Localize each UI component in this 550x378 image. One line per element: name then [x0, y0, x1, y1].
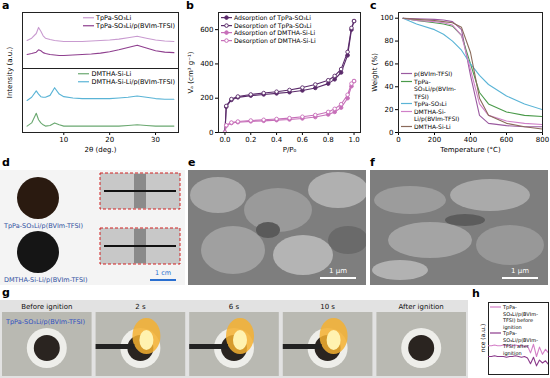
html-text:e: e [188, 156, 196, 169]
html-text:DMTHA-Si-Li: DMTHA-Si-Li [91, 70, 132, 78]
html-text:DMTHA-Si-Li/p(BVIm-TFSI): DMTHA-Si-Li/p(BVIm-TFSI) [414, 107, 460, 122]
svg-text:1 μm: 1 μm [511, 267, 529, 275]
html-text:TpPa-SO₃Li/p(BVIm-TFSI) after: TpPa-SO₃Li/p(BVIm-TFSI) after ignition [503, 330, 538, 356]
svg-text:0.2: 0.2 [245, 136, 256, 144]
svg-text:0.4: 0.4 [271, 136, 283, 144]
svg-text:600: 600 [500, 136, 513, 144]
html-text:TpPa-SO₃Li/p(BVIm-TFSI): TpPa-SO₃Li/p(BVIm-TFSI) [414, 77, 456, 100]
svg-text:Vₐ (cm³ g⁻¹): Vₐ (cm³ g⁻¹) [187, 51, 195, 93]
html-text:Desorption of TpPa-SO₃Li: Desorption of TpPa-SO₃Li [234, 21, 312, 29]
svg-text:Temperature (°C): Temperature (°C) [439, 146, 501, 154]
html-text:d: d [2, 156, 10, 169]
svg-text:2θ (deg.): 2θ (deg.) [85, 146, 117, 154]
svg-text:10 s: 10 s [320, 303, 335, 311]
svg-text:TpPa-SO₃Li/p(BVIm-TFSI): TpPa-SO₃Li/p(BVIm-TFSI) [3, 222, 83, 230]
svg-text:0.0: 0.0 [219, 136, 230, 144]
html-text:DMTHA-Si-Li: DMTHA-Si-Li [414, 122, 451, 130]
svg-text:200: 200 [428, 136, 441, 144]
svg-text:0.8: 0.8 [323, 136, 334, 144]
svg-text:After ignition: After ignition [399, 303, 444, 311]
html-text:TpPa-SO₃Li/p(BVIm-TFSI) before: TpPa-SO₃Li/p(BVIm-TFSI) before ignition [503, 304, 538, 330]
html-text:Adsorption of TpPa-SO₃Li: Adsorption of TpPa-SO₃Li [234, 14, 311, 21]
svg-text:Weight (%): Weight (%) [371, 53, 379, 92]
svg-text:1 cm: 1 cm [155, 269, 171, 277]
html-text:g: g [2, 286, 10, 299]
svg-text:0: 0 [209, 129, 213, 137]
svg-text:80: 80 [385, 37, 394, 45]
svg-text:200: 200 [200, 94, 213, 102]
svg-text:40: 40 [385, 83, 394, 91]
svg-text:400: 400 [464, 136, 477, 144]
svg-text:20: 20 [105, 136, 114, 144]
html-text:Desorption of DMTHA-Si-Li: Desorption of DMTHA-Si-Li [234, 37, 316, 45]
svg-text:TpPa-SO₃Li/p(BVIm-TFSI): TpPa-SO₃Li/p(BVIm-TFSI) [5, 318, 85, 326]
html-text:nce (a.u.): nce (a.u.) [479, 323, 486, 353]
html-text:f: f [370, 156, 375, 169]
svg-text:2 s: 2 s [135, 303, 146, 311]
svg-text:P/P₀: P/P₀ [283, 146, 297, 154]
html-text:Adsorption of DMTHA-Si-Li: Adsorption of DMTHA-Si-Li [234, 29, 316, 37]
html-text:Intensity (a.u.): Intensity (a.u.) [5, 46, 14, 98]
svg-text:400: 400 [200, 60, 213, 68]
svg-text:100: 100 [380, 14, 393, 22]
svg-text:Before ignition: Before ignition [21, 303, 72, 311]
svg-text:DMTHA-Si-Li/p(BVIm-TFSI): DMTHA-Si-Li/p(BVIm-TFSI) [4, 276, 88, 284]
svg-text:1.0: 1.0 [348, 136, 359, 144]
svg-text:0: 0 [389, 129, 393, 137]
svg-text:600: 600 [200, 26, 213, 34]
svg-text:1 μm: 1 μm [329, 267, 347, 275]
html-text:TpPa-SO₃Li: TpPa-SO₃Li [414, 100, 447, 107]
svg-text:30: 30 [151, 136, 160, 144]
svg-text:60: 60 [385, 60, 394, 68]
svg-text:10: 10 [59, 136, 68, 144]
svg-text:0.6: 0.6 [297, 136, 309, 144]
svg-text:6 s: 6 s [229, 303, 240, 311]
html-text:TpPa-SO₃Li/p(BVIm-TFSI): TpPa-SO₃Li/p(BVIm-TFSI) [95, 22, 175, 30]
html-text:b: b [186, 0, 194, 12]
svg-text:0: 0 [396, 136, 400, 144]
svg-text:20: 20 [385, 106, 394, 114]
html-text:h: h [472, 287, 480, 300]
html-text:c: c [370, 0, 377, 12]
html-text:TpPa-SO₃Li: TpPa-SO₃Li [95, 14, 132, 22]
html-text:a: a [2, 0, 10, 12]
svg-text:800: 800 [536, 136, 549, 144]
html-text:p(BVIm-TFSI): p(BVIm-TFSI) [414, 70, 453, 77]
html-text:DMTHA-Si-Li/p(BVIm-TFSI): DMTHA-Si-Li/p(BVIm-TFSI) [91, 78, 175, 86]
